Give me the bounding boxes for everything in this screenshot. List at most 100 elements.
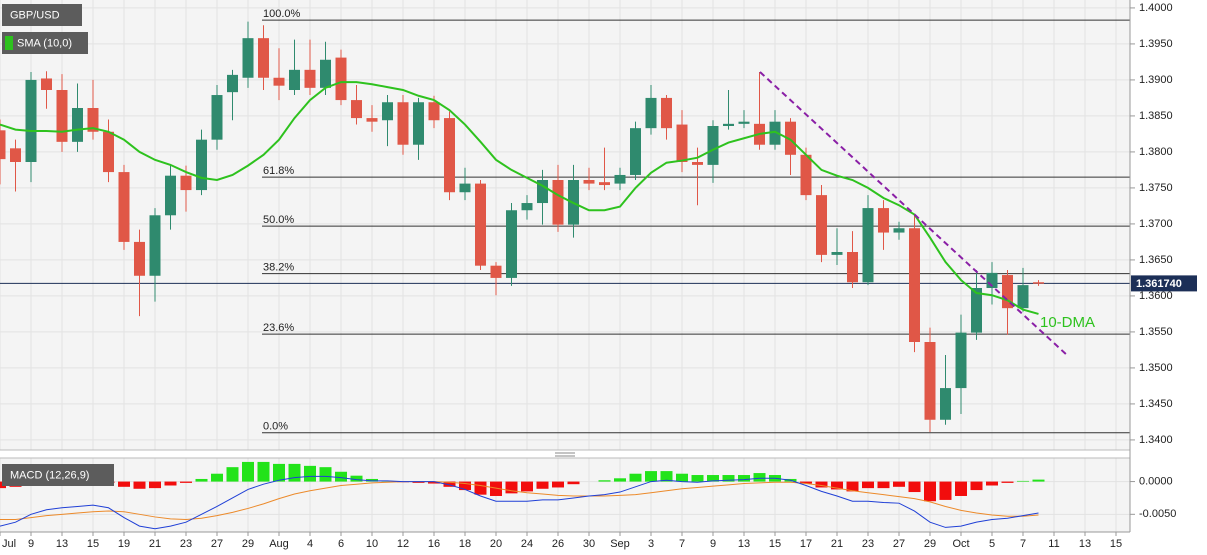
candle-body — [118, 172, 130, 242]
histogram-bar — [474, 481, 487, 495]
candle-body — [800, 154, 812, 196]
x-tick-label: 21 — [149, 538, 161, 550]
candle-body — [986, 272, 998, 288]
price-panel — [0, 0, 1130, 450]
x-tick-label: 17 — [800, 538, 812, 550]
histogram-bar — [195, 478, 208, 482]
histogram-bar — [211, 473, 223, 482]
y-tick-label: 1.3950 — [1139, 38, 1173, 50]
line — [0, 481, 1039, 521]
candle-body — [924, 342, 936, 420]
candle-body — [1002, 275, 1013, 309]
x-tick-label: 12 — [397, 538, 409, 550]
candle-body — [428, 102, 440, 121]
histogram-bar — [521, 481, 533, 492]
candle-body — [769, 121, 781, 145]
x-tick-label: 15 — [769, 538, 781, 550]
candle-body — [707, 126, 719, 165]
last-price-label: 1.361740 — [1136, 278, 1182, 290]
candle-body — [955, 332, 967, 389]
annotation: 10-DMA — [1040, 314, 1095, 331]
x-tick-label: 11 — [1048, 538, 1059, 550]
histogram-bar — [490, 481, 502, 496]
histogram-bar — [335, 471, 347, 482]
y-tick-label: 0.0000 — [1139, 475, 1173, 487]
legend-label: MACD (12,26,9) — [10, 469, 89, 481]
histogram-bar — [133, 481, 146, 489]
legend-label: GBP/USD — [10, 9, 60, 21]
x-tick-label: 24 — [521, 538, 533, 550]
candle-body — [676, 124, 688, 162]
candle-body — [1017, 285, 1029, 309]
histogram-bar — [924, 481, 936, 502]
candle-body — [444, 118, 455, 193]
histogram-bar — [986, 481, 998, 486]
x-tick-label: 15 — [87, 538, 99, 550]
x-tick-label: 19 — [118, 538, 130, 550]
y-tick-label: 1.3600 — [1139, 290, 1173, 302]
candle-body — [723, 123, 734, 126]
histogram-bar — [1017, 480, 1029, 482]
candle-body — [87, 108, 99, 132]
histogram-bar — [304, 465, 316, 482]
y-tick-label: 1.3550 — [1139, 326, 1173, 338]
histogram-bar — [862, 481, 874, 489]
x-tick-label: 3 — [648, 538, 654, 550]
x-tick-label: 26 — [552, 538, 564, 550]
histogram-bar — [428, 481, 440, 484]
line — [0, 475, 1039, 530]
y-tick-label: 1.3750 — [1139, 182, 1173, 194]
candle-body — [847, 252, 858, 283]
x-tick-label: Oct — [952, 538, 969, 550]
legend-box — [2, 464, 114, 486]
histogram-bar — [939, 481, 952, 500]
fib-label: 100.0% — [263, 8, 301, 20]
fib-label: 23.6% — [263, 322, 294, 334]
x-tick-label: 27 — [893, 538, 905, 550]
fib-label: 38.2% — [263, 262, 294, 274]
candle-body — [56, 90, 68, 142]
histogram-bar — [1032, 479, 1045, 482]
x-tick-label: 9 — [28, 538, 34, 550]
candle-body — [335, 57, 347, 101]
candle-body — [537, 180, 548, 204]
histogram-bar — [676, 473, 688, 482]
y-tick-label: 1.3900 — [1139, 74, 1173, 86]
histogram-bar — [707, 475, 719, 482]
y-tick-label: 1.3800 — [1139, 146, 1173, 158]
x-tick-label: 23 — [862, 538, 874, 550]
histogram-bar — [567, 481, 580, 485]
candle-body — [351, 100, 362, 119]
y-tick-label: -0.0050 — [1139, 508, 1176, 520]
histogram-bar — [908, 481, 921, 493]
candle-body — [661, 97, 672, 129]
candle-body — [0, 130, 6, 160]
x-tick-label: 13 — [1079, 538, 1091, 550]
x-tick-label: 7 — [679, 538, 685, 550]
candle-body — [506, 210, 517, 278]
histogram-bar — [846, 481, 859, 492]
x-tick-label: 16 — [428, 538, 440, 550]
candle-body — [521, 203, 533, 211]
candle-body — [630, 128, 641, 175]
y-tick-label: 1.3400 — [1139, 434, 1173, 446]
price-plot: 100.0% 61.8% 50.0% 38.2% 23.6% 0.0% — [0, 8, 1130, 434]
candle-body — [25, 79, 37, 162]
candle-body — [165, 175, 176, 216]
histogram-bar — [242, 461, 254, 482]
candle-body — [459, 183, 471, 193]
candle-body — [320, 59, 331, 88]
histogram-bar — [1001, 481, 1014, 483]
candle-body — [878, 208, 889, 233]
legend-box — [2, 4, 82, 26]
candle-body — [72, 108, 83, 142]
x-tick-label: Jul — [2, 538, 16, 550]
candle-body — [289, 69, 300, 90]
candle-body — [366, 118, 378, 122]
x-tick-label: 4 — [307, 538, 313, 550]
histogram-bar — [443, 481, 456, 487]
legend-swatch — [5, 36, 13, 50]
histogram-bar — [319, 467, 332, 482]
last-price-box — [1131, 275, 1197, 292]
